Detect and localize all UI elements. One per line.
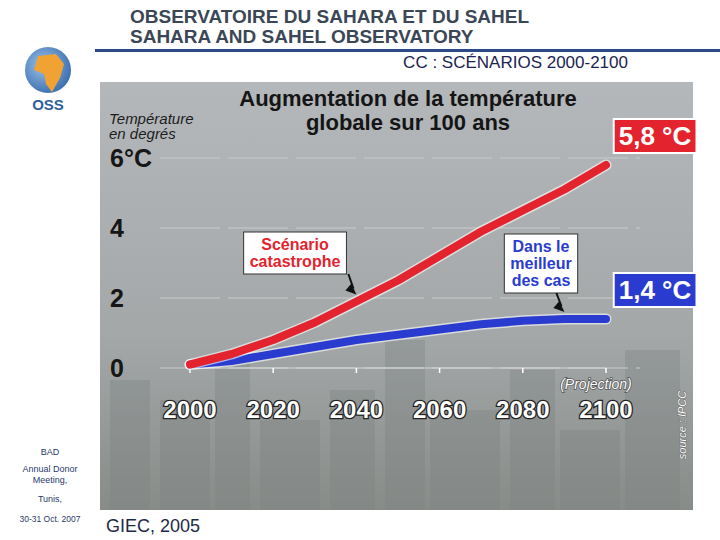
x-tick-label: 2040 (330, 396, 383, 423)
header-subtitle: SAHARA AND SAHEL OBSERVATORY (130, 26, 474, 47)
y-tick-label: 0 (110, 354, 124, 382)
source-note: source : IPCC (676, 391, 688, 460)
x-tick-label: 2020 (247, 396, 300, 423)
line-halo (190, 165, 606, 365)
series-label-box (504, 234, 577, 293)
x-tick-label: 2000 (163, 396, 216, 423)
grid-line (160, 367, 640, 368)
header-title: OBSERVATOIRE DU SAHARA ET DU SAHEL (130, 6, 529, 27)
x-axis-line (190, 368, 606, 369)
grid-line (160, 157, 640, 158)
series-label: Dans lemeilleurdes cas (510, 238, 571, 289)
photo-building (385, 340, 425, 510)
x-tick (356, 368, 358, 373)
value-label: 1,4 °C (619, 275, 692, 305)
photo-building (625, 350, 680, 510)
photo-building (215, 360, 250, 510)
photo-building (510, 370, 555, 510)
y-tick-label: 4 (110, 214, 124, 242)
callout-arrowhead (553, 301, 564, 312)
x-tick (439, 368, 441, 373)
slide-heading: CC : SCÉNARIOS 2000-2100 (403, 53, 628, 72)
x-tick (522, 368, 524, 373)
series-label: Scénariocatastrophe (250, 236, 341, 270)
sidebar-text: Annual DonorMeeting, (22, 464, 77, 485)
header-rule (95, 49, 720, 52)
slide: OBSERVATOIRE DU SAHARA ET DU SAHELSAHARA… (0, 0, 720, 540)
photo-building (560, 430, 620, 510)
plot-lines (190, 165, 606, 365)
grid-line (160, 227, 640, 228)
logo-globe (24, 46, 72, 94)
sidebar-text: 30-31 Oct. 2007 (20, 514, 81, 524)
value-label-box (614, 119, 697, 153)
x-tick-label: 2100 (579, 396, 632, 423)
y-tick-label: 6°C (110, 144, 152, 172)
photo-building (260, 420, 320, 510)
photo-building (430, 410, 500, 510)
y-axis-title: Températureen degrés (109, 110, 194, 142)
x-tick (605, 368, 607, 373)
value-label-box (614, 273, 697, 307)
chart-title: Augmentation de la températureglobale su… (239, 86, 576, 135)
annotation: (Projection) (560, 376, 632, 392)
value-label: 5,8 °C (619, 121, 692, 151)
photo-building (110, 380, 150, 510)
y-tick-label: 2 (110, 284, 124, 312)
x-tick-label: 2060 (413, 396, 466, 423)
sidebar-text: Tunis, (38, 494, 62, 504)
callout-arrowhead (345, 284, 356, 295)
series-line (190, 165, 606, 365)
photo-background (100, 82, 693, 510)
logo-text: OSS (32, 96, 64, 113)
sidebar-text: BAD (41, 447, 60, 457)
logo-africa (34, 54, 64, 92)
x-tick (272, 368, 274, 373)
grid-line (160, 297, 640, 298)
x-tick-label: 2080 (496, 396, 549, 423)
background (0, 0, 720, 540)
citation: GIEC, 2005 (106, 516, 200, 536)
series-label-box (244, 232, 347, 274)
